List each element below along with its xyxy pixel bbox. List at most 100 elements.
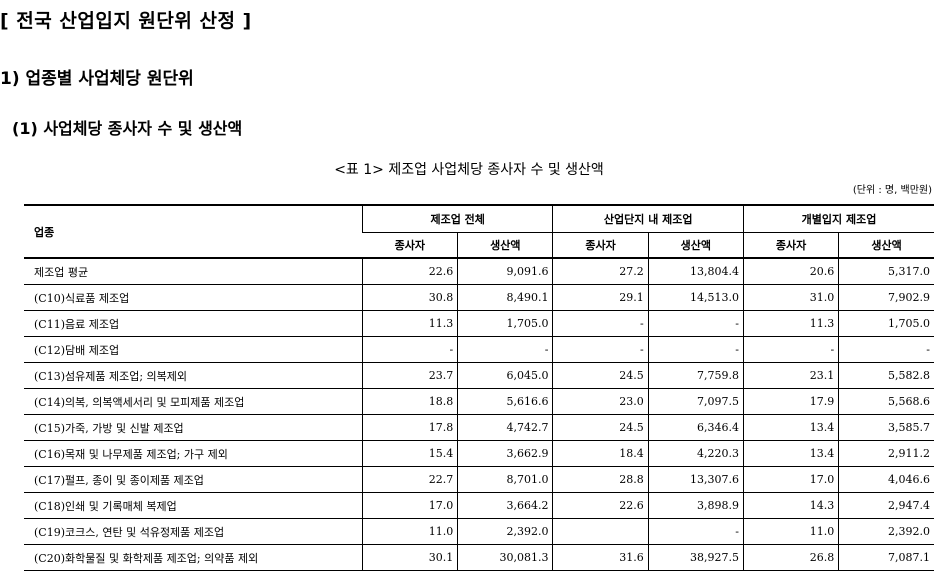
output-cell: - — [457, 336, 553, 363]
employees-cell: - — [742, 336, 839, 363]
table-header-row: 업종 제조업 전체 산업단지 내 제조업 개별입지 제조업 — [24, 205, 934, 259]
industry-name-cell: (C13)섬유제품 제조업; 의복제외 — [24, 362, 363, 389]
industry-name-cell: (C14)의복, 의복액세서리 및 모피제품 제조업 — [24, 388, 363, 415]
employees-cell: 18.8 — [361, 388, 458, 415]
employees-cell: 18.4 — [552, 440, 649, 467]
employees-cell: 31.0 — [742, 284, 839, 311]
table-unit-note: (단위 : 명, 백만원) — [852, 185, 932, 196]
employees-cell: 13.4 — [742, 414, 839, 441]
employees-cell: 11.3 — [361, 310, 458, 337]
employees-cell: 17.8 — [361, 414, 458, 441]
table-row: (C12)담배 제조업 - - - - - - — [24, 336, 934, 363]
output-cell: 13,804.4 — [647, 258, 744, 285]
main-heading: [ 전국 산업입지 원단위 산정 ] — [0, 10, 252, 32]
output-cell: 7,097.5 — [647, 388, 744, 415]
employees-cell: 22.6 — [361, 258, 458, 285]
output-cell: - — [647, 336, 744, 363]
table-subheader-row: 종사자 생산액 종사자 생산액 종사자 생산액 — [24, 232, 934, 259]
table-row: (C13)섬유제품 제조업; 의복제외 23.7 6,045.0 24.5 7,759.… — [24, 362, 934, 389]
output-cell: 2,911.2 — [838, 440, 934, 467]
employees-cell: 11.0 — [742, 518, 839, 545]
group-header-total: 제조업 전체 — [361, 205, 553, 233]
output-cell: 5,582.8 — [838, 362, 934, 389]
output-cell: 6,045.0 — [457, 362, 553, 389]
table-row: (C17)펄프, 종이 및 종이제품 제조업 22.7 8,701.0 28.8 13,… — [24, 466, 934, 493]
employees-cell: 23.1 — [742, 362, 839, 389]
industry-name-cell: (C12)담배 제조업 — [24, 336, 363, 363]
employees-cell: 30.8 — [361, 284, 458, 311]
output-cell: 3,664.2 — [457, 492, 553, 519]
industry-name-cell: (C16)목재 및 나무제품 제조업; 가구 제외 — [24, 440, 363, 467]
table-row: (C10)식료품 제조업 30.8 8,490.1 29.1 14,513.0 31.0 7… — [24, 284, 934, 311]
employees-cell: 24.5 — [552, 414, 649, 441]
table-row: (C16)목재 및 나무제품 제조업; 가구 제외 15.4 3,662.9 18.4… — [24, 440, 934, 467]
output-cell: 2,392.0 — [457, 518, 553, 545]
industry-name-cell: (C17)펄프, 종이 및 종이제품 제조업 — [24, 466, 363, 493]
employees-cell: 23.0 — [552, 388, 649, 415]
employees-cell: 31.6 — [552, 544, 649, 571]
table-row: (C18)인쇄 및 기록매체 복제업 17.0 3,664.2 22.6 3,898.9… — [24, 492, 934, 519]
employees-cell — [552, 518, 649, 545]
employees-cell: 27.2 — [552, 258, 649, 285]
employees-cell: 22.7 — [361, 466, 458, 493]
employees-cell: 30.1 — [361, 544, 458, 571]
output-cell: - — [647, 310, 744, 337]
table-row: (C19)코크스, 연탄 및 석유정제품 제조업 11.0 2,392.0-11.0… — [24, 518, 934, 545]
output-cell: 2,392.0 — [838, 518, 934, 545]
output-cell: 13,307.6 — [647, 466, 744, 493]
employees-cell: 13.4 — [742, 440, 839, 467]
table-row: (C11)음료 제조업 11.3 1,705.0- -11.3 1,705.0 — [24, 310, 934, 337]
output-cell: 6,346.4 — [647, 414, 744, 441]
output-cell: 14,513.0 — [647, 284, 744, 311]
output-cell: 38,927.5 — [647, 544, 744, 571]
output-cell: 2,947.4 — [838, 492, 934, 519]
section-heading: 1) 업종별 사업체당 원단위 — [0, 69, 194, 89]
manufacturing-table: 업종 제조업 전체 산업단지 내 제조업 개별입지 제조업 종사자 생산액 종사… — [24, 204, 934, 571]
subheader-employees: 종사자 — [552, 232, 649, 259]
subheader-output: 생산액 — [457, 232, 553, 259]
output-cell: 8,701.0 — [457, 466, 553, 493]
employees-cell: 24.5 — [552, 362, 649, 389]
table-row: (C20)화학물질 및 화학제품 제조업; 의약품 제외 30.1 30,081.3… — [24, 544, 934, 571]
industry-name-cell: (C11)음료 제조업 — [24, 310, 363, 337]
employees-cell: 20.6 — [742, 258, 839, 285]
subsection-heading: (1) 사업체당 종사자 수 및 생산액 — [12, 119, 243, 138]
output-cell: - — [838, 336, 934, 363]
group-header-industrial-complex: 산업단지 내 제조업 — [552, 205, 744, 233]
employees-cell: 17.0 — [361, 492, 458, 519]
employees-cell: - — [361, 336, 458, 363]
output-cell: 3,898.9 — [647, 492, 744, 519]
subheader-employees: 종사자 — [362, 232, 458, 259]
industry-name-cell: (C18)인쇄 및 기록매체 복제업 — [24, 492, 363, 519]
output-cell: 1,705.0 — [457, 310, 553, 337]
table-caption: <표 1> 제조업 사업체당 종사자 수 및 생산액 — [334, 162, 604, 178]
output-cell: 7,759.8 — [647, 362, 744, 389]
employees-cell: 28.8 — [552, 466, 649, 493]
output-cell: 5,616.6 — [457, 388, 553, 415]
employees-cell: 17.0 — [742, 466, 839, 493]
output-cell: 3,585.7 — [838, 414, 934, 441]
group-header-individual-site: 개별입지 제조업 — [742, 205, 934, 233]
employees-cell: 11.3 — [742, 310, 839, 337]
industry-name-cell: (C10)식료품 제조업 — [24, 284, 363, 311]
employees-cell: - — [552, 336, 649, 363]
output-cell: 30,081.3 — [457, 544, 553, 571]
industry-name-cell: 제조업 평균 — [24, 258, 363, 285]
output-cell: 9,091.6 — [457, 258, 553, 285]
table-row: (C15)가죽, 가방 및 신발 제조업 17.8 4,742.7 24.5 6,346… — [24, 414, 934, 441]
employees-cell: 17.9 — [742, 388, 839, 415]
subheader-output: 생산액 — [647, 232, 744, 259]
output-cell: 4,742.7 — [457, 414, 553, 441]
employees-cell: 26.8 — [742, 544, 839, 571]
subheader-output: 생산액 — [838, 232, 934, 259]
industry-name-cell: (C19)코크스, 연탄 및 석유정제품 제조업 — [24, 518, 363, 545]
employees-cell: 11.0 — [361, 518, 458, 545]
employees-cell: 22.6 — [552, 492, 649, 519]
industry-name-cell: (C20)화학물질 및 화학제품 제조업; 의약품 제외 — [24, 544, 363, 571]
industry-name-cell: (C15)가죽, 가방 및 신발 제조업 — [24, 414, 363, 441]
output-cell: 4,046.6 — [838, 466, 934, 493]
table-body: 제조업 평균 22.6 9,091.6 27.2 13,804.4 20.6 5,317.0… — [24, 258, 934, 571]
output-cell: 5,317.0 — [838, 258, 934, 285]
output-cell: 7,087.1 — [838, 544, 934, 571]
employees-cell: - — [552, 310, 649, 337]
